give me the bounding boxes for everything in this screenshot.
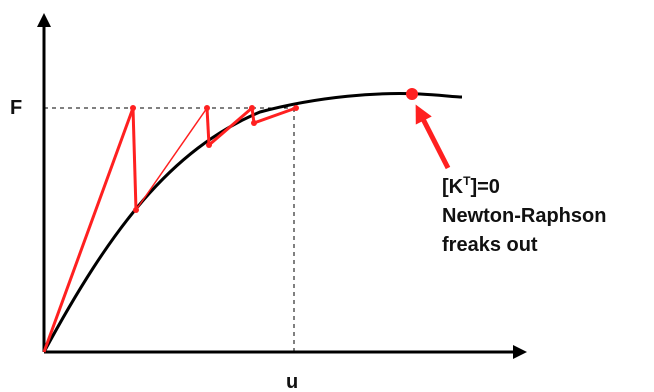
iteration-point bbox=[133, 207, 139, 213]
iteration-point bbox=[206, 142, 212, 148]
iteration-path bbox=[42, 106, 297, 353]
iteration-point bbox=[249, 105, 255, 111]
iteration-point bbox=[204, 105, 210, 111]
load-displacement-curve bbox=[42, 92, 463, 353]
tangent-step-2 bbox=[135, 107, 208, 211]
tangent-step-1 bbox=[42, 107, 135, 353]
annotation-bracket-close: ]=0 bbox=[470, 176, 499, 198]
displacement-axis-label: u bbox=[286, 371, 298, 392]
correction-step-1 bbox=[131, 107, 138, 211]
iteration-points bbox=[130, 105, 299, 213]
annotation-text-line1: [KT]=0 bbox=[442, 174, 500, 198]
correction-step-2 bbox=[205, 107, 211, 146]
annotation-superscript: T bbox=[463, 174, 471, 188]
limit-point bbox=[406, 88, 418, 100]
iteration-point bbox=[293, 105, 299, 111]
annotation-text-line3: freaks out bbox=[442, 234, 538, 256]
annotation-text-line2: Newton-Raphson bbox=[442, 205, 606, 227]
tangent-step-4 bbox=[253, 106, 297, 125]
tangent-step-3 bbox=[208, 106, 253, 147]
force-axis-label: F bbox=[10, 97, 22, 119]
annotation-bracket-open: [K bbox=[442, 176, 464, 198]
annotation-arrow bbox=[415, 104, 451, 170]
iteration-point bbox=[130, 105, 136, 111]
iteration-point bbox=[251, 120, 257, 126]
